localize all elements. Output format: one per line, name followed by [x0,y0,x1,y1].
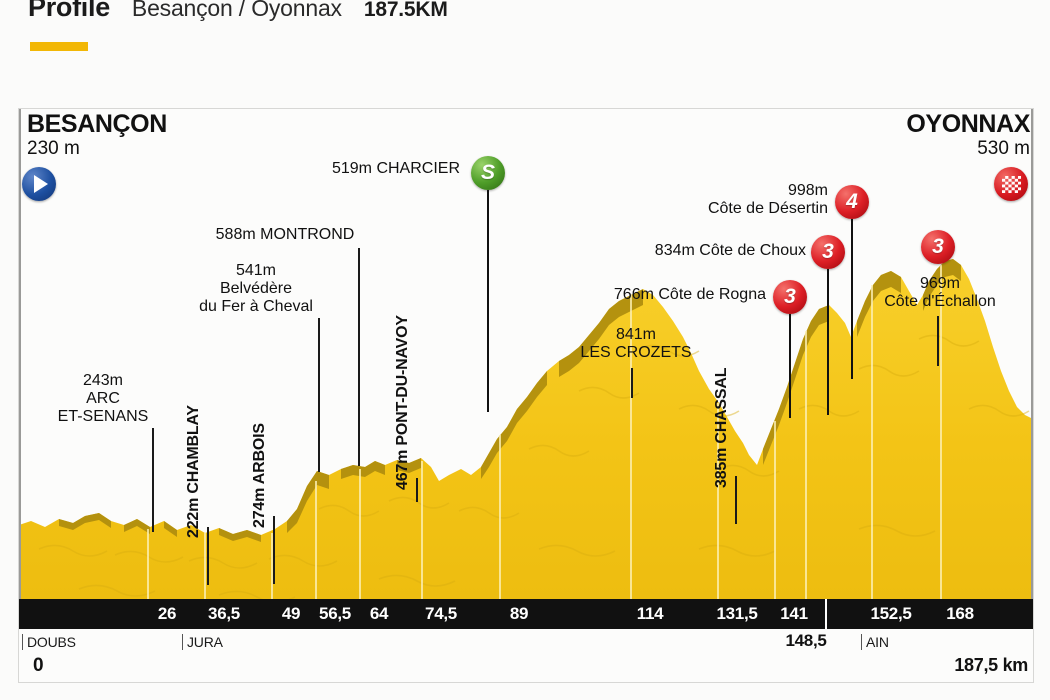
terrain-profile [19,109,1033,599]
poi-name-belvedere-line1: Belvédère [219,280,293,298]
leader-line-cote-de-rogna [789,314,791,418]
poi-label-montrond: 588m MONTROND [196,226,374,244]
terrain-shading [59,259,961,542]
leader-line-montrond [358,248,360,466]
leader-line-chamblay [207,527,209,585]
page-title: Profile [28,0,110,22]
terrain-svg [19,259,1033,599]
km-tick-below: 148,5 [785,631,827,650]
leader-line-chassal [735,476,737,524]
poi-label-cote-d-echallon: 969m Côte d'Échallon [866,275,1014,311]
climb-marker-cote-de-rogna[interactable]: 3 [773,280,807,314]
climb-marker-cote-de-choux[interactable]: 3 [811,235,845,269]
km-tick: 152,5 [870,604,912,623]
leader-line-cote-de-choux [827,269,829,415]
route-subtitle: Besançon / Oyonnax [131,0,342,21]
km-tick: 26 [157,604,177,623]
poi-altitude-cote-de-desertin: 998m [787,182,828,199]
department-jura: JURA [182,634,223,650]
finish-city: OYONNAX 530 m [906,112,1030,161]
climb-marker-cote-de-desertin[interactable]: 4 [835,185,869,219]
finish-city-altitude: 530 m [977,138,1030,159]
km-tick: 49 [281,604,301,623]
start-arrow-icon [22,167,56,201]
climb-category-choux: 3 [822,240,834,263]
poi-name-montrond: 588m MONTROND [215,226,355,243]
km-tick: 74,5 [425,604,457,623]
terrain-texture [38,334,1030,599]
poi-altitude-arc: 243m [82,372,124,389]
poi-name-arc-line1: ARC [86,390,120,408]
page-header: Profile Besançon / Oyonnax 187.5KM [28,0,448,23]
km-tick: 168 [946,604,974,623]
poi-label-belvedere: 541m Belvédère du Fer à Cheval [182,262,330,317]
department-doubs: DOUBS [22,634,76,650]
km-tick: 36,5 [208,604,240,623]
distance-label: 187.5KM [363,0,448,21]
climb-category-rogna: 3 [784,285,796,308]
poi-altitude-cote-d-echallon: 969m [919,275,961,292]
km-start-value: 0 [33,655,44,676]
poi-name-charcier: 519m CHARCIER [331,160,460,177]
climb-category-desertin: 4 [846,190,858,213]
poi-name-belvedere-line2: du Fer à Cheval [199,298,313,316]
km-tick: 131,5 [716,604,758,623]
poi-name-arc-line2: ET-SENANS [57,408,149,426]
poi-label-cote-de-desertin: 998m Côte de Désertin [600,182,828,218]
leader-line-les-crozets [631,368,633,398]
leader-line-arbois [273,516,275,584]
poi-name-les-crozets: LES CROZETS [580,344,692,362]
start-axis-line [19,109,21,599]
km-tick: 64 [369,604,389,623]
department-separator [825,599,827,629]
start-city-name: BESANÇON [27,110,167,138]
start-city: BESANÇON 230 m [27,112,167,161]
poi-label-charcier: 519m CHARCIER [238,160,460,178]
department-ain: AIN [861,634,889,650]
poi-name-cote-de-desertin: Côte de Désertin [707,200,828,218]
poi-label-chassal: 385m CHASSAL [713,367,730,488]
start-city-altitude: 230 m [27,138,80,159]
poi-label-cote-de-choux: 834m Côte de Choux [570,242,806,260]
poi-label-cote-de-rogna: 766m Côte de Rogna [548,286,766,304]
checkered-flag-icon [994,167,1028,201]
km-guide-lines [147,265,942,599]
poi-name-cote-d-echallon: Côte d'Échallon [884,293,996,311]
km-total-value: 187,5 km [954,655,1028,675]
poi-label-les-crozets: 841m LES CROZETS [546,326,726,362]
leader-line-cote-d-echallon [937,316,939,366]
climb-category-echallon: 3 [932,235,944,258]
leader-line-cote-de-desertin [851,219,853,379]
poi-label-chamblay: 222m CHAMBLAY [185,405,202,538]
sprint-marker-charcier[interactable]: S [471,156,505,190]
start-arrow-glyph [33,175,48,193]
km-tick: 89 [509,604,529,623]
km-axis-bar: 26 36,5 49 56,5 64 74,5 89 114 131,5 141… [19,599,1033,629]
poi-altitude-belvedere: 541m [235,262,277,279]
poi-altitude-les-crozets: 841m [615,326,657,343]
poi-name-cote-de-choux: 834m Côte de Choux [654,242,806,259]
poi-label-pont-du-navoy: 467m PONT-DU-NAVOY [394,315,411,490]
finish-axis-line [1031,109,1033,599]
km-tick: 114 [636,604,664,623]
climb-marker-cote-d-echallon[interactable]: 3 [921,230,955,264]
terrain-fill [19,259,1033,599]
leader-line-arc-et-senans [152,428,154,532]
checkered-flag-glyph [1001,175,1021,193]
poi-label-arc-et-senans: 243m ARC ET-SENANS [38,372,168,427]
sprint-marker-label: S [480,161,495,184]
km-tick: 56,5 [319,604,351,623]
km-tick: 141 [780,604,808,623]
finish-city-name: OYONNAX [906,110,1030,138]
leader-line-pont-du-navoy [416,478,418,502]
leader-line-charcier [487,190,489,412]
accent-underline [30,42,88,51]
leader-line-belvedere [318,318,320,472]
poi-label-arbois: 274m ARBOIS [251,423,268,528]
poi-name-cote-de-rogna: 766m Côte de Rogna [613,286,766,303]
